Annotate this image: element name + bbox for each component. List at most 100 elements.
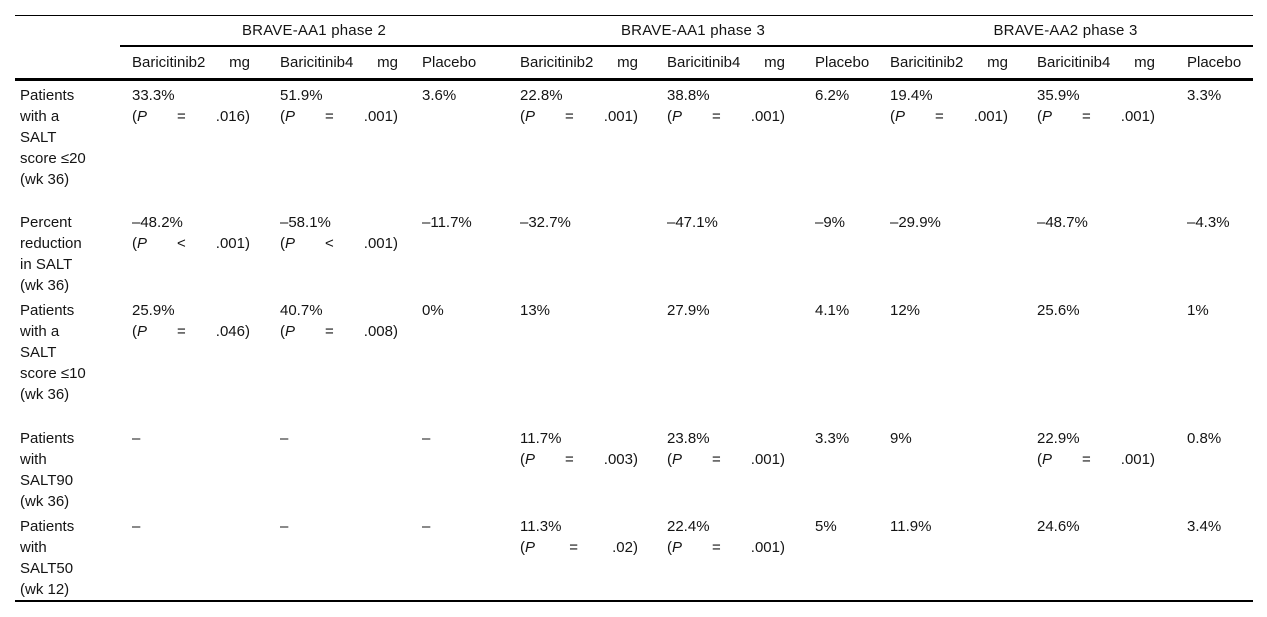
p-value-token: =	[1082, 450, 1091, 468]
efficacy-table: BRAVE-AA1 phase 2 BRAVE-AA1 phase 3 BRAV…	[15, 15, 1253, 602]
row-label-cell: Patients with a SALT score ≤20 (wk 36)	[15, 80, 120, 208]
column-header-unit: mg	[617, 54, 638, 71]
data-cell: 22.4% (P = .001)	[667, 512, 815, 601]
stub-header-cell	[15, 46, 120, 81]
data-cell: 0%	[422, 296, 508, 424]
data-cell: 38.8% (P = .001)	[667, 80, 815, 208]
p-value-line: (P = .001)	[667, 106, 785, 127]
p-value-line: (P < .001)	[280, 233, 398, 254]
p-value-token: (P	[132, 322, 148, 340]
p-value-token: (P	[667, 450, 683, 468]
column-header-label: Baricitinib4	[280, 54, 354, 71]
cell-value: –	[280, 429, 289, 447]
p-value-token: .001)	[750, 538, 785, 556]
column-header-label: Placebo	[1187, 54, 1242, 71]
cell-value: 6.2%	[815, 87, 850, 104]
p-value-token: =	[177, 322, 186, 340]
cell-value: –58.1%	[280, 213, 331, 231]
data-cell: –58.1% (P < .001)	[280, 208, 422, 296]
data-cell: 1%	[1187, 296, 1253, 424]
data-cell: –48.2% (P < .001)	[120, 208, 280, 296]
data-cell: 3.4%	[1187, 512, 1253, 601]
group-header-brave-aa2-phase3: BRAVE-AA2 phase 3	[878, 15, 1253, 47]
p-value-token: .001)	[603, 108, 638, 125]
p-value-token: =	[1082, 108, 1091, 125]
table-header: BRAVE-AA1 phase 2 BRAVE-AA1 phase 3 BRAV…	[15, 15, 1253, 81]
cell-value: –	[280, 517, 289, 535]
p-value-line: (P = .001)	[667, 449, 785, 470]
p-value-token: .001)	[750, 450, 785, 468]
p-value-token: .016)	[215, 108, 250, 125]
row-label-cell: Patients with SALT90 (wk 36)	[15, 424, 120, 512]
column-header-label: Placebo	[815, 54, 870, 71]
data-cell: 4.1%	[815, 296, 878, 424]
column-header-unit: mg	[1134, 54, 1155, 71]
column-header-label: Baricitinib4	[667, 54, 741, 71]
data-cell: –	[280, 424, 422, 512]
group-header-brave-aa1-phase3: BRAVE-AA1 phase 3	[508, 15, 878, 47]
data-cell: 27.9%	[667, 296, 815, 424]
p-value-token: .003)	[603, 450, 638, 468]
cell-value: 12%	[890, 301, 921, 319]
cell-value: –4.3%	[1187, 213, 1230, 231]
table-row: Patients with SALT50 (wk 12) – – – 11.3% (P =.…	[15, 512, 1253, 601]
data-cell: –32.7%	[508, 208, 667, 296]
p-value-token: (P	[1037, 450, 1053, 468]
p-value-token: (P	[890, 108, 906, 125]
group-header-brave-aa1-phase2: BRAVE-AA1 phase 2	[120, 15, 508, 47]
table-row: Patients with a SALT score ≤10 (wk 36) 25…	[15, 296, 1253, 424]
column-header-label: Baricitinib2	[520, 54, 594, 71]
data-cell: 22.9% (P = .001)	[1037, 424, 1187, 512]
row-label: Patients with a SALT score ≤20 (wk 36)	[20, 87, 86, 188]
cell-value: –	[132, 429, 141, 447]
page: BRAVE-AA1 phase 2 BRAVE-AA1 phase 3 BRAV…	[0, 15, 1267, 617]
p-value-token: (P	[280, 108, 296, 125]
column-header: Placebo	[422, 46, 508, 81]
p-value-token: .001)	[363, 234, 398, 252]
data-cell: 11.9%	[878, 512, 1037, 601]
p-value-token: .001)	[215, 234, 250, 252]
cell-value: 9%	[890, 429, 912, 447]
data-cell: 25.6%	[1037, 296, 1187, 424]
cell-value: 25.6%	[1037, 301, 1080, 319]
cell-value: 3.4%	[1187, 517, 1222, 535]
cell-value: 3.3%	[1187, 87, 1222, 104]
cell-value: 40.7%	[280, 301, 323, 319]
cell-value: 35.9%	[1037, 87, 1080, 104]
column-header-label: Placebo	[422, 54, 477, 71]
data-cell: 13%	[508, 296, 667, 424]
cell-value: 19.4%	[890, 87, 933, 104]
p-value-line: (P = .008)	[280, 321, 398, 342]
p-value-token: =	[565, 108, 574, 125]
p-value-token: (P	[520, 450, 536, 468]
data-cell: 51.9% (P = .001)	[280, 80, 422, 208]
row-label: Patients with SALT50 (wk 12)	[20, 517, 75, 598]
column-header: Baricitinib4 mg	[1037, 46, 1187, 81]
data-cell: 3.3%	[815, 424, 878, 512]
data-cell: –9%	[815, 208, 878, 296]
p-value-token: =	[177, 108, 186, 125]
column-header: Baricitinib4 mg	[667, 46, 815, 81]
column-header-unit: mg	[229, 54, 250, 71]
cell-value: –	[132, 517, 141, 535]
p-value-line: (P = .001)	[280, 106, 398, 127]
column-header-unit: mg	[377, 54, 398, 71]
p-value-line: (P = .001)	[667, 537, 785, 558]
data-cell: –47.1%	[667, 208, 815, 296]
row-label-cell: Percent reduction in SALT (wk 36)	[15, 208, 120, 296]
data-cell: 23.8% (P = .001)	[667, 424, 815, 512]
p-value-token: .001)	[1120, 450, 1155, 468]
cell-value: 13%	[520, 301, 551, 319]
column-header: Placebo	[815, 46, 878, 81]
data-cell: –	[422, 424, 508, 512]
data-cell: –11.7%	[422, 208, 508, 296]
p-value-token: (P	[1037, 108, 1053, 125]
cell-value: –	[422, 517, 431, 535]
p-value-line: (P = .046)	[132, 321, 250, 342]
data-cell: 6.2%	[815, 80, 878, 208]
data-cell: 22.8% (P = .001)	[508, 80, 667, 208]
p-value-token: =	[569, 538, 578, 556]
column-header-label: Baricitinib2	[890, 54, 964, 71]
row-label-cell: Patients with SALT50 (wk 12)	[15, 512, 120, 601]
data-cell: –29.9%	[878, 208, 1037, 296]
